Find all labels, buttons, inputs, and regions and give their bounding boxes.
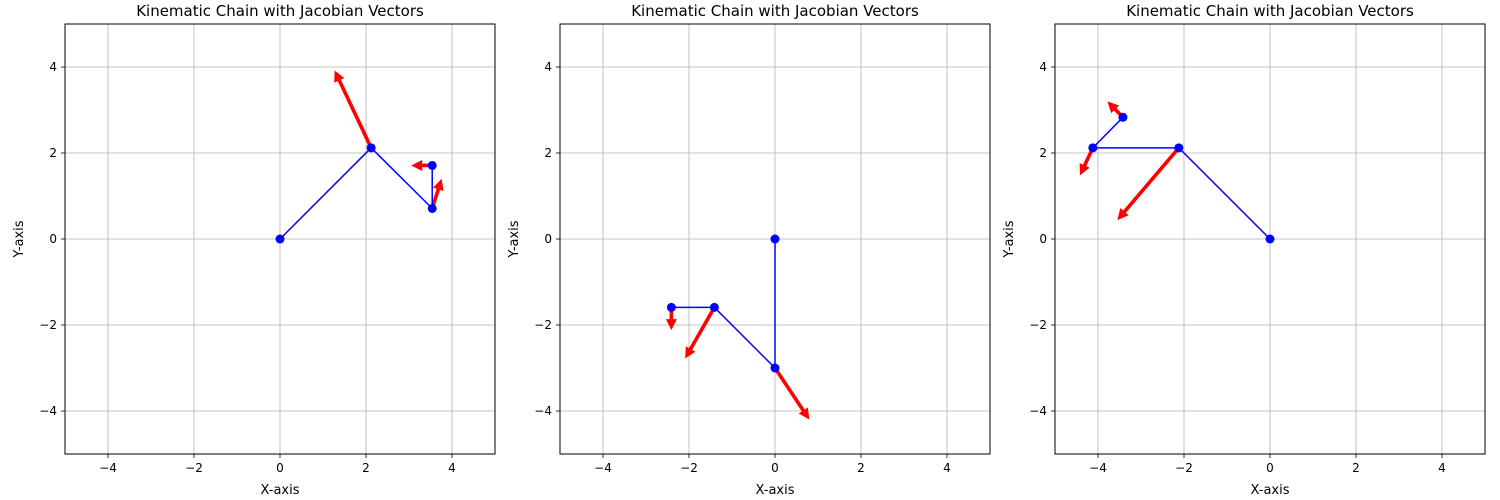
- joint-marker: [1265, 234, 1275, 244]
- y-tick-label: −4: [1029, 404, 1047, 418]
- x-tick-label: −2: [185, 461, 203, 475]
- jacobian-vector: [773, 367, 810, 420]
- x-tick-label: 0: [771, 461, 779, 475]
- y-tick-label: 2: [1039, 146, 1047, 160]
- chain-link-line: [671, 239, 776, 370]
- joint-marker: [275, 234, 285, 244]
- chain-link-line: [279, 146, 433, 240]
- y-tick-label: −2: [1029, 318, 1047, 332]
- x-tick-label: −4: [1089, 461, 1107, 475]
- x-tick-label: 0: [1266, 461, 1274, 475]
- chart-title: Kinematic Chain with Jacobian Vectors: [631, 2, 919, 20]
- chart-title: Kinematic Chain with Jacobian Vectors: [136, 2, 424, 20]
- joint-marker: [427, 160, 437, 170]
- joint-marker: [366, 143, 376, 153]
- y-tick-label: 0: [49, 232, 57, 246]
- y-tick-label: −4: [534, 404, 552, 418]
- joint-marker: [1174, 143, 1184, 153]
- y-tick-label: −2: [534, 318, 552, 332]
- x-tick-label: 2: [362, 461, 370, 475]
- x-tick-label: 2: [857, 461, 865, 475]
- y-tick-label: 0: [544, 232, 552, 246]
- chart-title: Kinematic Chain with Jacobian Vectors: [1126, 2, 1414, 20]
- joint-marker: [709, 302, 719, 312]
- y-axis-label: Y-axis: [507, 220, 522, 258]
- joint-marker: [427, 203, 437, 213]
- x-tick-label: 4: [1438, 461, 1446, 475]
- chart-panel-1: −4 −2 0 2 4 −4 −2 0 2 4 Kinematic Chain with Jacob…: [12, 2, 496, 498]
- y-tick-label: 0: [1039, 232, 1047, 246]
- jacobian-vector: [685, 306, 716, 359]
- x-tick-label: 0: [276, 461, 284, 475]
- x-tick-label: −2: [680, 461, 698, 475]
- jacobian-vector: [665, 307, 677, 331]
- x-axis-label: X-axis: [261, 483, 300, 498]
- jacobian-vector: [430, 178, 444, 210]
- y-tick-label: 4: [1039, 60, 1047, 74]
- x-tick-label: 4: [943, 461, 951, 475]
- jacobian-vector: [1117, 146, 1181, 221]
- y-tick-label: −2: [39, 318, 57, 332]
- jacobian-vector: [334, 70, 373, 149]
- x-axis-label: X-axis: [1251, 483, 1290, 498]
- y-tick-label: 4: [544, 60, 552, 74]
- joint-marker: [666, 302, 676, 312]
- chain-link-line: [1091, 116, 1271, 240]
- chart-panel-2: −4 −2 0 2 4 −4 −2 0 2 4 Kinematic Chain with Jacob…: [507, 2, 991, 498]
- y-tick-label: 2: [49, 146, 57, 160]
- chart-panel-3: −4 −2 0 2 4 −4 −2 0 2 4 Kinematic Chain with Jacob…: [1002, 2, 1486, 498]
- x-tick-label: 4: [448, 461, 456, 475]
- y-tick-label: 2: [544, 146, 552, 160]
- joint-marker: [1118, 112, 1128, 122]
- x-axis-label: X-axis: [756, 483, 795, 498]
- y-tick-label: −4: [39, 404, 57, 418]
- x-tick-label: −4: [99, 461, 117, 475]
- x-tick-label: 2: [1352, 461, 1360, 475]
- x-tick-label: −2: [1175, 461, 1193, 475]
- y-tick-label: 4: [49, 60, 57, 74]
- joint-marker: [1088, 143, 1098, 153]
- jacobian-vector: [1079, 147, 1095, 176]
- y-axis-label: Y-axis: [1002, 220, 1017, 258]
- joint-marker: [770, 234, 780, 244]
- x-tick-label: −4: [594, 461, 612, 475]
- y-axis-label: Y-axis: [12, 220, 27, 258]
- joint-marker: [770, 363, 780, 373]
- jacobian-vector: [411, 159, 433, 171]
